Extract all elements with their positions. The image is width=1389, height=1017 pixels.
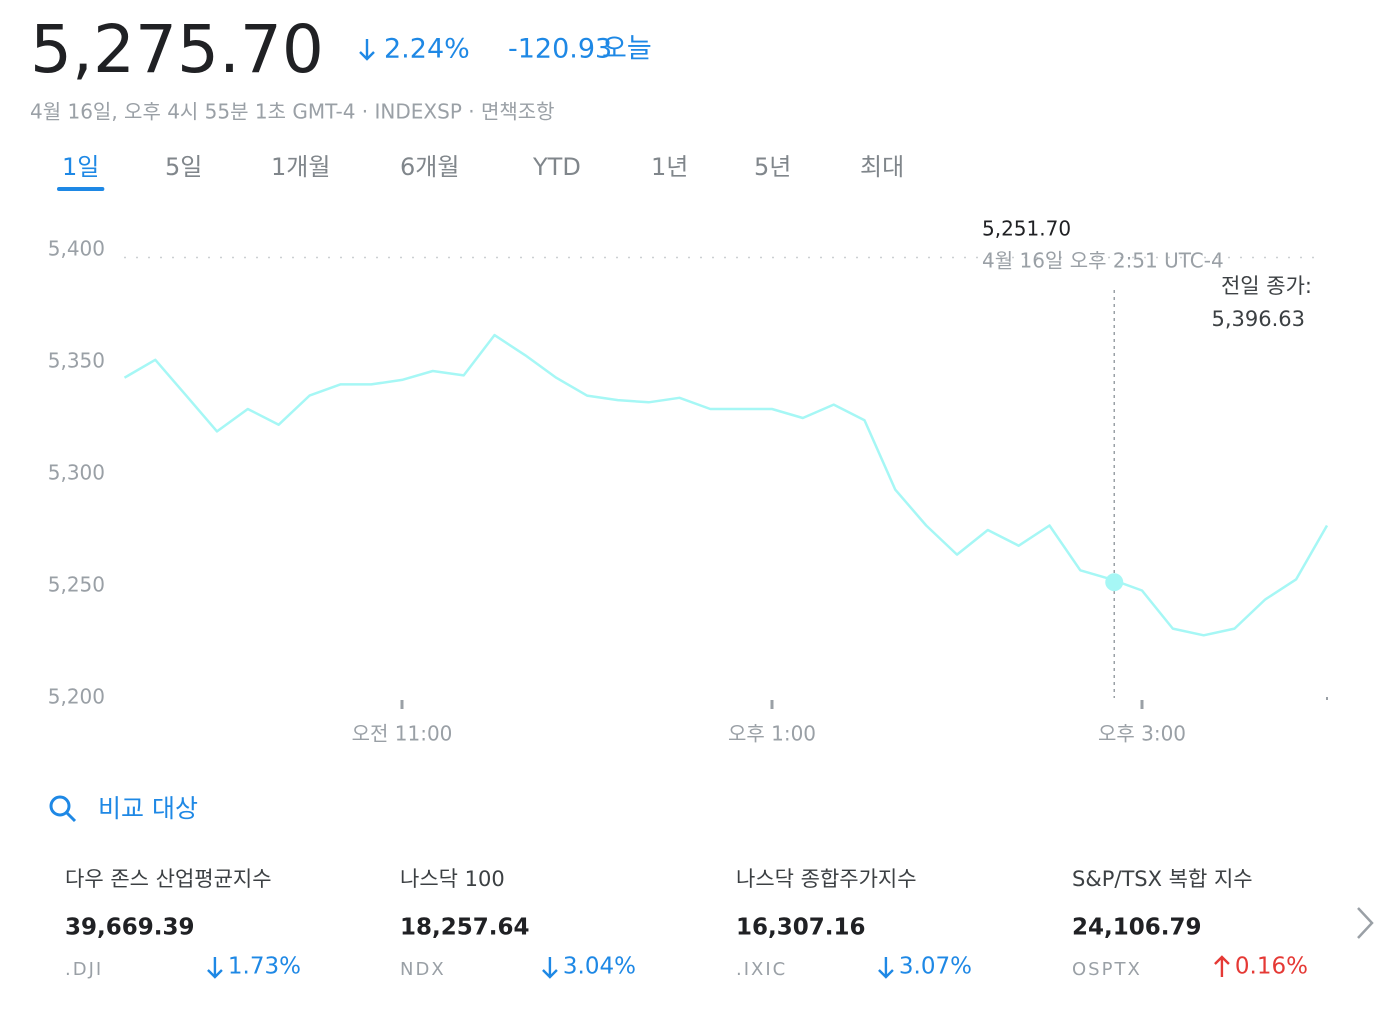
compare-symbol: .DJI xyxy=(65,959,103,980)
tab[interactable]: 5일 xyxy=(165,153,202,181)
compare-arrow xyxy=(878,957,894,979)
compare-icon[interactable] xyxy=(49,795,77,823)
compare-name[interactable]: 나스닥 종합주가지수 xyxy=(736,867,917,891)
x-tick-label: 오전 11:00 xyxy=(352,722,453,746)
compare-arrow xyxy=(207,957,223,979)
tooltip-value: 5,251.70 xyxy=(982,217,1071,241)
tooltip-time: 4월 16일 오후 2:51 UTC-4 xyxy=(982,249,1224,273)
x-tick-label: 오후 1:00 xyxy=(728,722,816,746)
next-chevron[interactable] xyxy=(1357,907,1374,939)
compare-price[interactable]: 24,106.79 xyxy=(1072,915,1202,941)
compare-change: 3.07% xyxy=(899,954,972,980)
compare-name[interactable]: 다우 존스 산업평균지수 xyxy=(65,867,272,891)
compare-change: 1.73% xyxy=(228,954,301,980)
meta: 4월 16일, 오후 4시 55분 1초 GMT-4 · INDEXSP · 면… xyxy=(30,100,555,124)
compare-price[interactable]: 39,669.39 xyxy=(65,915,195,941)
compare-price[interactable]: 18,257.64 xyxy=(400,915,530,941)
tooltip-dot xyxy=(1105,573,1124,592)
tab[interactable]: 1일 xyxy=(62,153,99,181)
change-pct: 2.24% xyxy=(384,34,470,65)
tab[interactable]: 5년 xyxy=(754,153,791,181)
change-arrow xyxy=(359,39,375,61)
compare-change: 3.04% xyxy=(563,954,636,980)
previous-close-value: 5,396.63 xyxy=(1211,307,1305,331)
search-icon xyxy=(49,795,71,817)
search-handle xyxy=(65,811,77,823)
compare-name[interactable]: 나스닥 100 xyxy=(400,867,505,891)
y-tick-label: 5,200 xyxy=(48,685,105,709)
tab[interactable]: 1년 xyxy=(651,153,688,181)
compare-symbol: NDX xyxy=(400,959,446,980)
y-tick-label: 5,350 xyxy=(48,349,105,373)
price-line xyxy=(123,333,1329,637)
compare-price[interactable]: 16,307.16 xyxy=(736,915,866,941)
compare-name[interactable]: S&P/TSX 복합 지수 xyxy=(1072,867,1253,891)
tab[interactable]: 6개월 xyxy=(400,153,459,181)
period: 오늘 xyxy=(602,34,652,65)
tab[interactable]: 최대 xyxy=(860,153,904,181)
compare-change: 0.16% xyxy=(1235,954,1308,980)
price: 5,275.70 xyxy=(30,11,324,88)
compare-label[interactable]: 비교 대상 xyxy=(98,794,198,823)
x-tick-label: 오후 3:00 xyxy=(1098,722,1186,746)
previous-close-label: 전일 종가: xyxy=(1221,274,1312,298)
y-tick-label: 5,300 xyxy=(48,461,105,485)
tab-underline xyxy=(57,187,105,191)
change: -120.93 xyxy=(508,34,612,65)
compare-symbol: .IXIC xyxy=(736,959,787,980)
compare-symbol: OSPTX xyxy=(1072,959,1142,980)
compare-arrow xyxy=(1214,955,1230,977)
y-tick-label: 5,400 xyxy=(48,237,105,261)
tab[interactable]: YTD xyxy=(532,153,581,181)
y-tick-label: 5,250 xyxy=(48,573,105,597)
compare-arrow xyxy=(542,957,558,979)
tab[interactable]: 1개월 xyxy=(271,153,330,181)
